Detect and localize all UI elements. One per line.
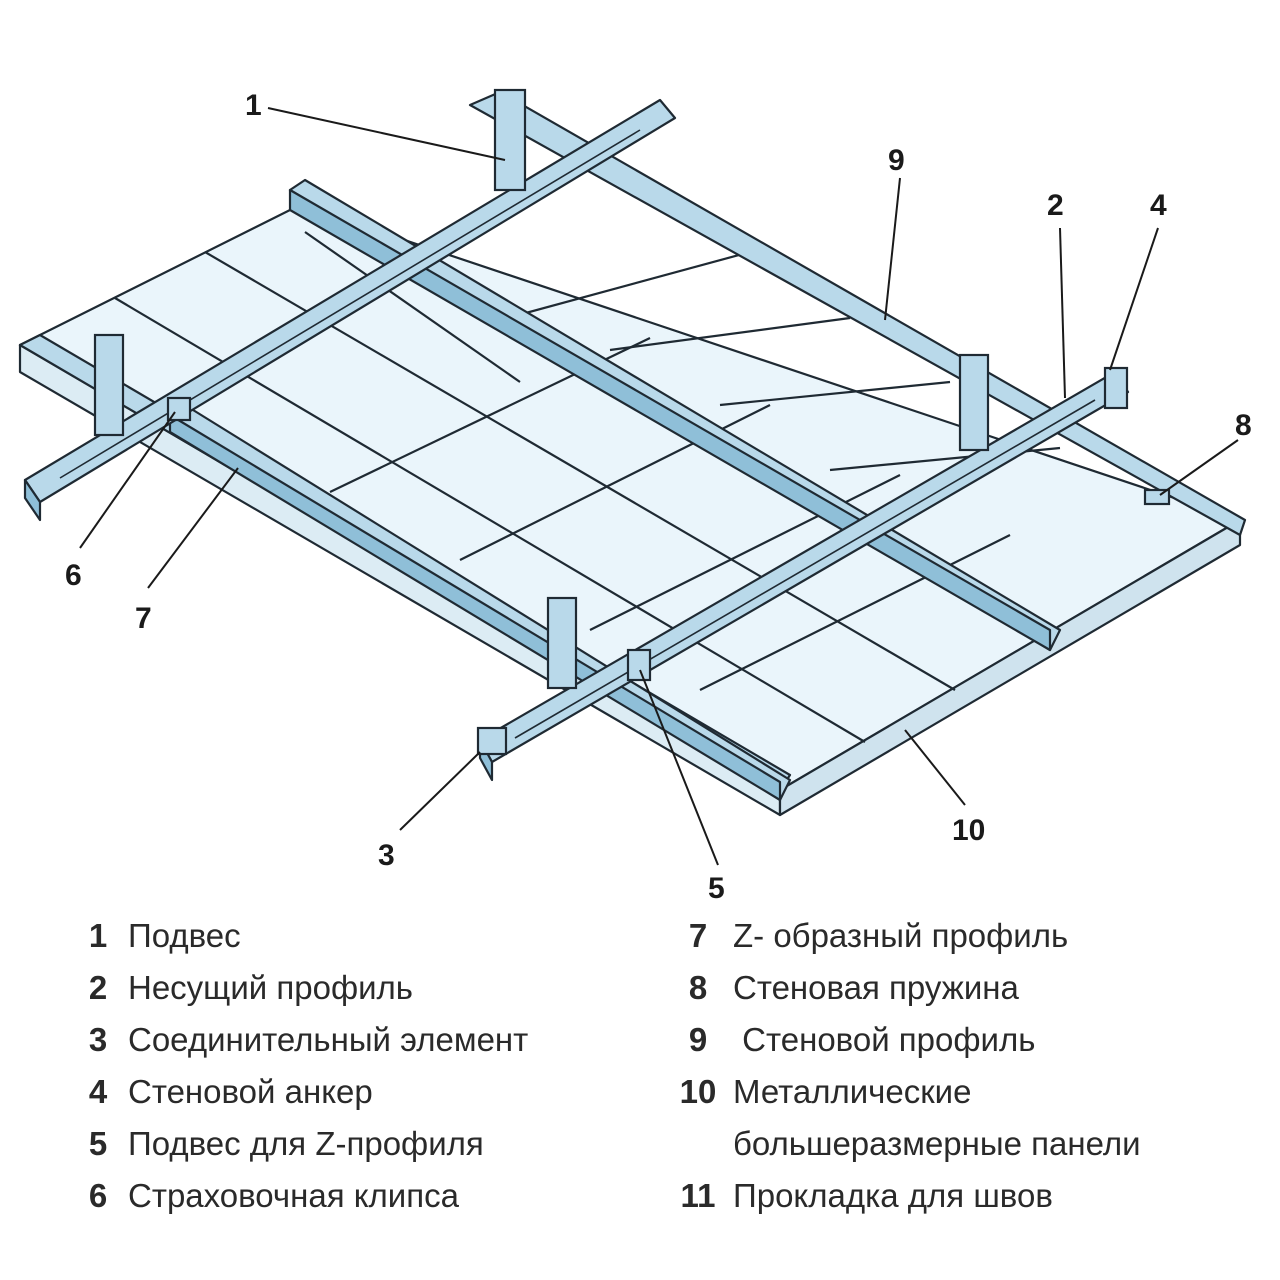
legend-text: Подвес [128,917,241,954]
panel-field [18,203,1242,817]
callout-6: 6 [65,559,82,592]
leader-line-7 [147,467,239,589]
legend-number: 2 [88,969,108,1006]
legend-number: 9 [688,1021,708,1058]
panel-seam [699,534,1011,691]
callouts: 1 2 3 4 5 6 7 8 9 10 [65,89,1252,900]
wall-anchor [1103,366,1129,410]
legend-item: 11 Прокладка для швов [665,1170,1265,1222]
z-hanger [626,648,652,682]
hanger [493,88,527,192]
leader-line-3 [399,751,481,831]
callout-10: 10 [952,814,985,847]
panel-seam [719,380,951,407]
legend-item: 9 Стеновой профиль [665,1014,1265,1066]
legend-text: Прокладка для швов [733,1177,1053,1214]
hanger [93,333,125,437]
legend-item: 5 Подвес для Z-профиля [70,1118,630,1170]
callout-5: 5 [708,872,725,900]
leader-line-1 [267,107,506,161]
leader-line-8 [1159,439,1239,496]
callout-3: 3 [378,839,395,872]
legend-number: 5 [88,1125,108,1162]
callout-9: 9 [888,144,905,177]
panel-right-edge [778,518,1242,817]
legend-number: 11 [680,1177,716,1214]
legend-item: 4 Стеновой анкер [70,1066,630,1118]
legend-text: Металлические большеразмерные панели [733,1073,1141,1162]
legend-number: 7 [688,917,708,954]
legend-item: 6 Страховочная клипса [70,1170,630,1222]
panel-seam [609,316,851,352]
legend-number: 4 [88,1073,108,1110]
legend-item: 10 Металлические большеразмерные панели [665,1066,1265,1170]
legend-item: 8 Стеновая пружина [665,962,1265,1014]
legend-right-column: 7 Z- образный профиль 8 Стеновая пружина… [665,910,1265,1222]
legend: 1 Подвес 2 Несущий профиль 3 Соединитель… [0,910,1280,1240]
legend-number: 6 [88,1177,108,1214]
hanger [546,596,578,690]
legend-text: Страховочная клипса [128,1177,459,1214]
legend-number: 10 [679,1073,717,1110]
hangers [93,88,990,690]
leader-line-9 [884,177,901,321]
bearing-profile-face [23,478,42,522]
profile-slots [59,129,1096,739]
panel-seam [589,474,901,631]
legend-text: Несущий профиль [128,969,413,1006]
legend-text: Стеновая пружина [733,969,1019,1006]
leader-line-5 [639,669,719,866]
leader-line-10 [904,729,966,806]
panel-seam [499,250,751,322]
leader-lines [79,107,1239,866]
legend-text: Стеновой профиль [733,1021,1036,1058]
callout-4: 4 [1150,189,1167,222]
legend-text: Стеновой анкер [128,1073,373,1110]
callout-1: 1 [245,89,262,122]
ceiling-structure-diagram: 1 2 3 4 5 6 7 8 9 10 [18,88,1252,900]
leader-line-4 [1109,227,1159,371]
legend-number: 1 [88,917,108,954]
legend-number: 8 [688,969,708,1006]
legend-number: 3 [88,1021,108,1058]
callout-2: 2 [1047,189,1064,222]
legend-item: 3 Соединительный элемент [70,1014,630,1066]
legend-text: Z- образный профиль [733,917,1069,954]
legend-text: Соединительный элемент [128,1021,529,1058]
legend-item: 7 Z- образный профиль [665,910,1265,962]
panel-seam [304,231,521,383]
legend-item: 1 Подвес [70,910,630,962]
hanger [958,353,990,452]
leader-line-2 [1059,227,1066,399]
legend-text: Подвес для Z-профиля [128,1125,484,1162]
connector [476,726,508,756]
callout-7: 7 [135,602,152,635]
callout-8: 8 [1235,409,1252,442]
legend-left-column: 1 Подвес 2 Несущий профиль 3 Соединитель… [70,910,630,1222]
legend-item: 2 Несущий профиль [70,962,630,1014]
leader-line-6 [79,411,176,549]
